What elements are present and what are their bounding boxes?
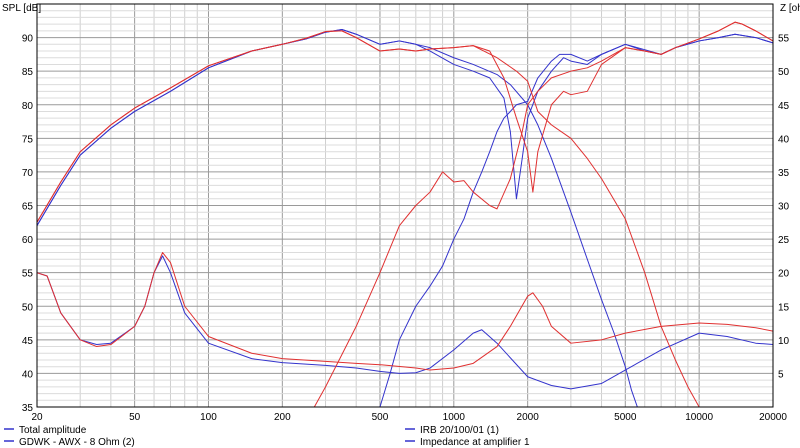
x-tick-label: 20000	[759, 412, 787, 423]
legend-item-2: IRB 20/100/01 (1)	[405, 425, 499, 436]
left-axis-label: SPL [dB]	[2, 3, 41, 14]
y-left-tick-label: 60	[22, 235, 34, 246]
y-left-tick-label: 70	[22, 168, 34, 179]
y-left-tick-label: 35	[22, 403, 34, 414]
legend-label-2: IRB 20/100/01 (1)	[420, 425, 499, 436]
y-left-tick-label: 40	[22, 369, 34, 380]
y-left-tick-label: 85	[22, 67, 34, 78]
legend-label-1: GDWK - AWX - 8 Ohm (2)	[19, 437, 135, 448]
y-right-tick-label: 25	[778, 235, 790, 246]
y-right-tick-label: 10	[778, 336, 790, 347]
y-left-tick-label: 65	[22, 202, 34, 213]
y-left-tick-label: 75	[22, 134, 34, 145]
legend-label-3: Impedance at amplifier 1	[420, 437, 530, 448]
y-right-tick-label: 20	[778, 269, 790, 280]
y-right-tick-label: 55	[778, 34, 790, 45]
x-tick-label: 1000	[443, 412, 466, 423]
legend-item-1: GDWK - AWX - 8 Ohm (2)	[4, 437, 135, 448]
y-right-tick-label: 30	[778, 202, 790, 213]
x-tick-label: 20	[31, 412, 43, 423]
x-tick-label: 200	[274, 412, 291, 423]
y-left-tick-label: 90	[22, 34, 34, 45]
y-right-tick-label: 35	[778, 168, 790, 179]
y-left-tick-label: 45	[22, 336, 34, 347]
series-layer	[37, 21, 773, 407]
series-line-7	[37, 252, 773, 371]
x-tick-label: 50	[129, 412, 141, 423]
grid	[37, 4, 773, 407]
right-axis-label: Z [ohm]	[780, 3, 800, 14]
x-tick-label: 100	[200, 412, 217, 423]
x-tick-label: 500	[372, 412, 389, 423]
tick-labels: 20 50 100 200 500 1000 2000 5000 10000 20000 35 40 4…	[22, 34, 790, 423]
y-left-tick-label: 50	[22, 302, 34, 313]
y-right-tick-label: 15	[778, 302, 790, 313]
x-tick-label: 10000	[685, 412, 713, 423]
legend-item-3: Impedance at amplifier 1	[405, 437, 530, 448]
y-left-tick-label: 55	[22, 269, 34, 280]
x-tick-label: 5000	[614, 412, 637, 423]
legend-item-0: Total amplitude	[4, 425, 87, 436]
legend-label-0: Total amplitude	[19, 425, 87, 436]
y-right-tick-label: 45	[778, 101, 790, 112]
y-right-tick-label: 5	[778, 369, 784, 380]
series-line-6	[37, 21, 773, 223]
y-right-tick-label: 40	[778, 134, 790, 145]
x-tick-label: 2000	[517, 412, 540, 423]
y-left-tick-label: 80	[22, 101, 34, 112]
plot-frame	[36, 3, 774, 408]
legend: Total amplitude GDWK - AWX - 8 Ohm (2) I…	[4, 425, 530, 448]
y-right-tick-label: 50	[778, 67, 790, 78]
